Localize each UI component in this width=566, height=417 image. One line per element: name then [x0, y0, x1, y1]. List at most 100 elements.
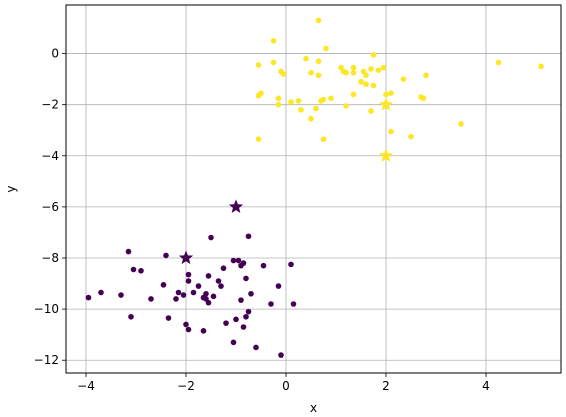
- data-point: [148, 296, 154, 302]
- data-point: [255, 136, 262, 142]
- data-point: [205, 299, 212, 306]
- data-point: [173, 296, 179, 302]
- data-point: [270, 59, 277, 66]
- data-point: [458, 121, 464, 127]
- data-point: [315, 58, 322, 65]
- data-point: [233, 316, 239, 323]
- data-point: [275, 101, 282, 108]
- data-point: [280, 71, 287, 77]
- data-point: [203, 290, 209, 297]
- data-point: [288, 261, 294, 268]
- center-markers: [178, 97, 394, 265]
- data-point: [160, 282, 167, 288]
- data-point: [350, 91, 357, 98]
- data-point: [248, 290, 254, 297]
- data-point: [323, 45, 329, 52]
- x-tick-label: 2: [382, 379, 390, 393]
- data-point: [238, 297, 244, 303]
- data-point: [400, 76, 407, 82]
- data-point: [495, 59, 502, 66]
- x-tick-label: −4: [77, 379, 95, 393]
- data-point: [253, 344, 259, 351]
- data-point: [205, 273, 212, 279]
- grid-lines: [66, 5, 561, 373]
- data-point: [370, 52, 377, 58]
- data-point: [245, 233, 252, 240]
- center-star-marker: [378, 148, 394, 162]
- data-point: [165, 315, 172, 321]
- data-point: [295, 98, 302, 104]
- data-point: [278, 352, 284, 358]
- data-point: [220, 265, 227, 272]
- x-axis-label: x: [310, 401, 317, 415]
- y-tick-label: −8: [41, 251, 59, 265]
- y-tick-label: −4: [41, 149, 59, 163]
- data-point: [175, 289, 182, 296]
- data-point: [383, 91, 389, 98]
- axis-ticks: −4 −2 0 2 4 0 −2 −4 −6 −8 −10 −12: [34, 47, 490, 393]
- x-tick-label: 4: [482, 379, 490, 393]
- center-star-marker: [178, 250, 194, 265]
- data-points: [85, 17, 544, 358]
- data-point: [380, 64, 387, 71]
- data-point: [343, 103, 349, 109]
- data-point: [303, 55, 309, 62]
- data-point: [230, 257, 237, 264]
- y-tick-label: −12: [34, 353, 59, 367]
- data-point: [118, 292, 124, 298]
- data-point: [200, 328, 207, 334]
- data-point: [210, 293, 217, 300]
- plot-frame: [65, 4, 562, 374]
- data-point: [185, 271, 192, 278]
- data-point: [163, 252, 169, 259]
- data-point: [350, 69, 357, 76]
- data-point: [185, 278, 192, 284]
- data-point: [340, 68, 347, 75]
- data-point: [320, 136, 327, 142]
- data-point: [315, 72, 322, 79]
- data-point: [240, 260, 247, 266]
- data-point: [190, 289, 197, 296]
- data-point: [183, 321, 189, 328]
- data-point: [275, 283, 282, 289]
- data-point: [408, 133, 414, 140]
- data-point: [328, 95, 334, 102]
- data-point: [240, 324, 247, 330]
- data-point: [245, 308, 252, 315]
- data-point: [215, 278, 222, 284]
- data-point: [128, 313, 134, 320]
- data-point: [368, 108, 374, 114]
- data-point: [85, 294, 92, 301]
- data-point: [313, 105, 319, 112]
- x-tick-label: −2: [177, 379, 195, 393]
- data-point: [298, 106, 304, 113]
- data-point: [98, 289, 104, 296]
- data-point: [223, 320, 229, 326]
- data-point: [270, 37, 277, 44]
- y-tick-label: 0: [51, 47, 59, 61]
- y-tick-label: −10: [34, 302, 59, 316]
- data-point: [138, 267, 144, 274]
- y-tick-label: −2: [41, 98, 59, 112]
- data-point: [388, 128, 394, 135]
- data-point: [368, 66, 374, 72]
- data-point: [243, 275, 249, 282]
- data-point: [308, 115, 314, 122]
- data-point: [185, 326, 192, 333]
- data-point: [243, 313, 249, 320]
- data-point: [363, 72, 369, 79]
- data-point: [255, 62, 262, 68]
- data-point: [358, 78, 364, 85]
- data-point: [208, 234, 214, 241]
- data-point: [375, 67, 382, 73]
- data-point: [290, 301, 297, 307]
- data-point: [363, 81, 369, 88]
- y-tick-label: −6: [41, 200, 59, 214]
- data-point: [288, 99, 294, 105]
- data-point: [538, 63, 544, 70]
- data-point: [125, 248, 132, 255]
- data-point: [268, 301, 274, 307]
- x-tick-label: 0: [282, 379, 290, 393]
- data-point: [235, 257, 242, 264]
